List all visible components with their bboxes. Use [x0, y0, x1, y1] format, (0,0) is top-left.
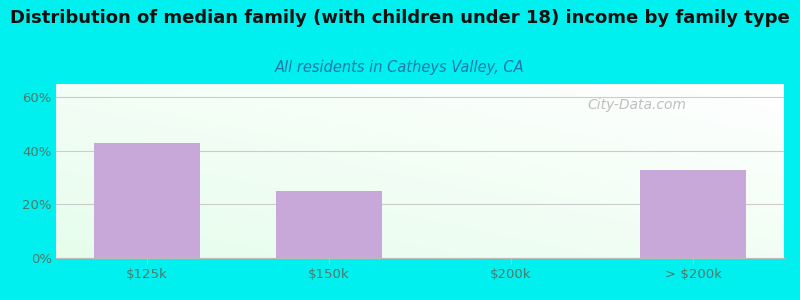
- Bar: [276, 191, 382, 258]
- Text: Distribution of median family (with children under 18) income by family type: Distribution of median family (with chil…: [10, 9, 790, 27]
- Bar: [94, 143, 200, 258]
- Text: City-Data.com: City-Data.com: [587, 98, 686, 112]
- Text: All residents in Catheys Valley, CA: All residents in Catheys Valley, CA: [275, 60, 525, 75]
- Bar: [640, 170, 746, 258]
